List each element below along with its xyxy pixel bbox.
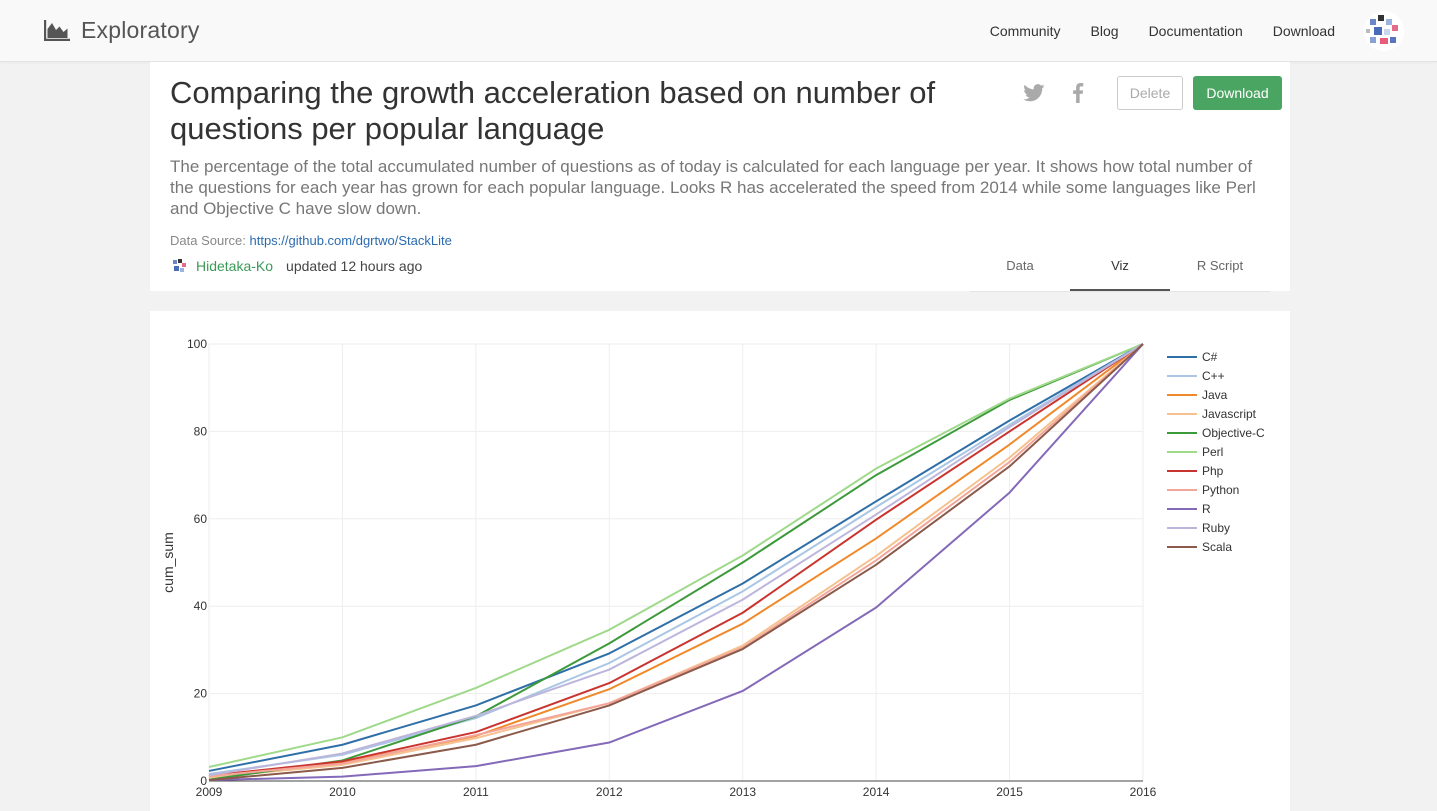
x-tick-label: 2009 [196,785,223,799]
legend-label[interactable]: Scala [1202,540,1232,554]
author-avatar-image [170,257,188,275]
facebook-share-button[interactable] [1066,76,1090,110]
brand-logo[interactable]: Exploratory [44,14,200,46]
view-tabs: Data Viz R Script [970,246,1270,292]
y-tick-label: 0 [200,774,207,788]
series-line[interactable] [208,343,1144,779]
series-line[interactable] [208,343,1144,775]
series-line[interactable] [208,343,1144,777]
x-tick-label: 2015 [996,785,1023,799]
author-info: Hidetaka-Ko updated 12 hours ago [170,257,422,275]
facebook-icon [1073,83,1084,103]
legend-label[interactable]: Perl [1202,445,1223,459]
top-nav: Exploratory Community Blog Documentation… [0,0,1437,62]
y-tick-label: 80 [194,424,208,438]
y-tick-label: 40 [194,599,208,613]
y-tick-label: 20 [194,687,208,701]
series-line[interactable] [208,343,1144,768]
page-description: The percentage of the total accumulated … [170,157,1256,218]
series-line[interactable] [208,343,1144,782]
nav-links: Community Blog Documentation Download [960,0,1335,61]
brand-name: Exploratory [81,16,200,43]
y-tick-label: 60 [194,512,208,526]
x-tick-label: 2011 [463,785,489,799]
user-avatar[interactable] [1364,11,1404,51]
updated-time: updated 12 hours ago [286,258,423,274]
data-source: Data Source: https://github.com/dgrtwo/S… [170,233,452,248]
author-name-link[interactable]: Hidetaka-Ko [196,258,274,274]
author-avatar[interactable] [170,257,188,275]
x-tick-label: 2012 [596,785,623,799]
action-bar: Delete Download [1022,76,1282,110]
x-tick-label: 2016 [1130,785,1157,799]
delete-button[interactable]: Delete [1117,76,1183,110]
download-button[interactable]: Download [1193,76,1282,110]
legend-label[interactable]: Java [1202,388,1228,402]
legend-label[interactable]: R [1202,502,1211,516]
data-source-label: Data Source: [170,233,246,248]
y-tick-label: 100 [187,337,207,351]
tab-r-script[interactable]: R Script [1196,258,1244,273]
legend-label[interactable]: Ruby [1202,521,1230,535]
nav-link-download[interactable]: Download [1272,22,1335,39]
page-title: Comparing the growth acceleration based … [170,75,936,146]
legend-label[interactable]: C# [1202,350,1218,364]
series-line[interactable] [208,343,1144,777]
series-line[interactable] [208,343,1144,782]
legend-label[interactable]: Python [1202,483,1239,497]
nav-link-documentation[interactable]: Documentation [1148,22,1243,39]
legend-label[interactable]: Objective-C [1202,426,1265,440]
legend-label[interactable]: Javascript [1202,407,1257,421]
twitter-share-button[interactable] [1022,76,1046,110]
avatar-image [1364,11,1404,51]
series-line[interactable] [208,343,1144,781]
x-tick-label: 2010 [329,785,356,799]
legend-label[interactable]: C++ [1202,369,1225,383]
series-line[interactable] [208,343,1144,778]
series-line[interactable] [208,343,1144,778]
twitter-icon [1023,84,1045,102]
nav-link-blog[interactable]: Blog [1090,22,1119,39]
area-chart-icon [44,20,70,41]
tab-viz[interactable]: Viz [1070,246,1170,291]
nav-link-community[interactable]: Community [989,22,1061,39]
data-source-link[interactable]: https://github.com/dgrtwo/StackLite [249,233,452,248]
x-tick-label: 2013 [729,785,756,799]
tab-data[interactable]: Data [1006,258,1034,273]
series-line[interactable] [208,343,1144,772]
header-card: Comparing the growth acceleration based … [150,62,1290,292]
x-tick-label: 2014 [863,785,890,799]
legend-label[interactable]: Php [1202,464,1224,478]
line-chart[interactable]: 0 20 40 60 80 100 2009 2010 2011 2012 2013 2014 2015… [150,311,1290,802]
y-axis-label: cum_sum [160,532,176,593]
chart-card: 0 20 40 60 80 100 2009 2010 2011 2012 2013 2014 2015… [150,311,1290,811]
